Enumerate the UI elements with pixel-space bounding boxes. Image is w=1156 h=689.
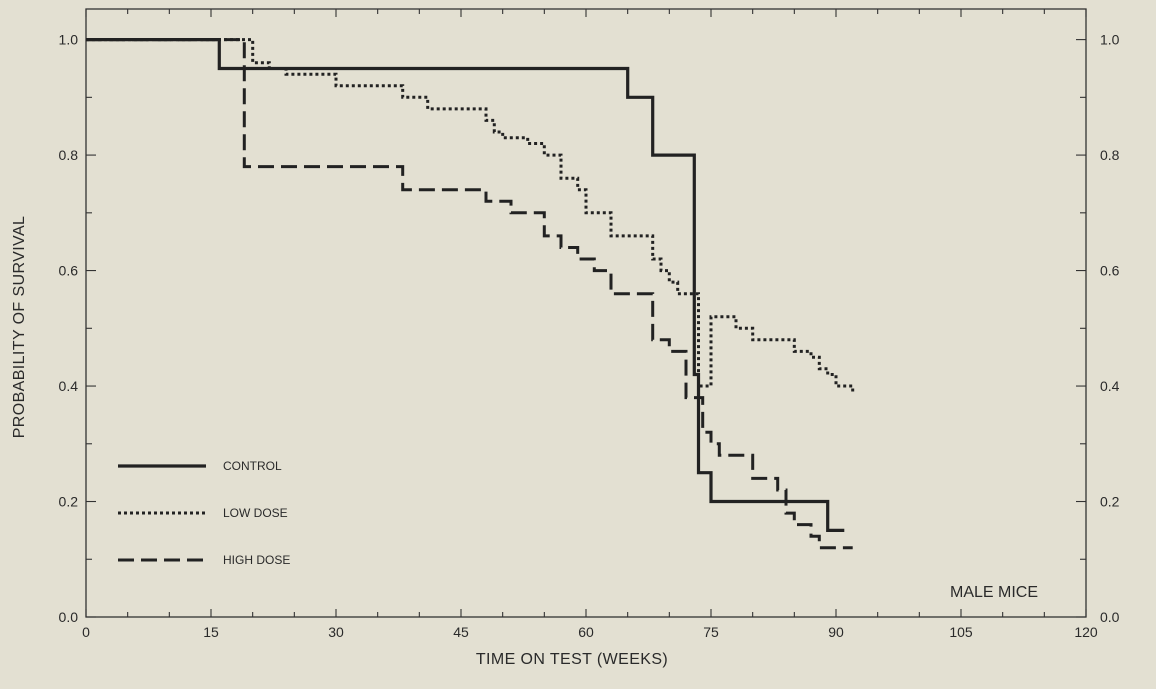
legend-label-high-dose: HIGH DOSE	[223, 553, 290, 567]
legend-label-control: CONTROL	[223, 459, 282, 473]
y-right-tick-label: 1.0	[1100, 32, 1120, 48]
x-tick-label: 0	[82, 624, 90, 640]
legend-label-low-dose: LOW DOSE	[223, 506, 288, 520]
x-tick-label: 90	[828, 624, 844, 640]
y-right-tick-label: 0.2	[1100, 494, 1120, 510]
x-tick-label: 45	[453, 624, 469, 640]
y-axis-label: PROBABILITY OF SURVIVAL	[11, 216, 28, 439]
y-left-tick-label: 0.2	[59, 494, 79, 510]
chart-annotation: MALE MICE	[950, 584, 1038, 601]
y-right-tick-label: 0.0	[1100, 609, 1120, 625]
y-left-tick-label: 0.8	[59, 147, 79, 163]
series-line-low-dose	[86, 38, 855, 392]
y-left-tick-label: 0.6	[59, 263, 79, 279]
y-right-tick-label: 0.8	[1100, 147, 1120, 163]
plot-frame	[85, 8, 1087, 618]
x-tick-label: 60	[578, 624, 594, 640]
x-tick-label: 75	[703, 624, 719, 640]
y-left-tick-label: 1.0	[59, 32, 79, 48]
x-axis-label: TIME ON TEST (WEEKS)	[476, 651, 668, 668]
x-tick-label: 30	[328, 624, 344, 640]
series-line-control	[86, 38, 845, 532]
x-tick-label: 15	[203, 624, 219, 640]
x-tick-label: 120	[1074, 624, 1098, 640]
y-right-tick-label: 0.6	[1100, 263, 1120, 279]
x-tick-label: 105	[949, 624, 973, 640]
y-left-tick-label: 0.0	[59, 609, 79, 625]
series-line-high-dose	[86, 38, 853, 550]
y-left-tick-label: 0.4	[59, 378, 79, 394]
y-right-tick-label: 0.4	[1100, 378, 1120, 394]
